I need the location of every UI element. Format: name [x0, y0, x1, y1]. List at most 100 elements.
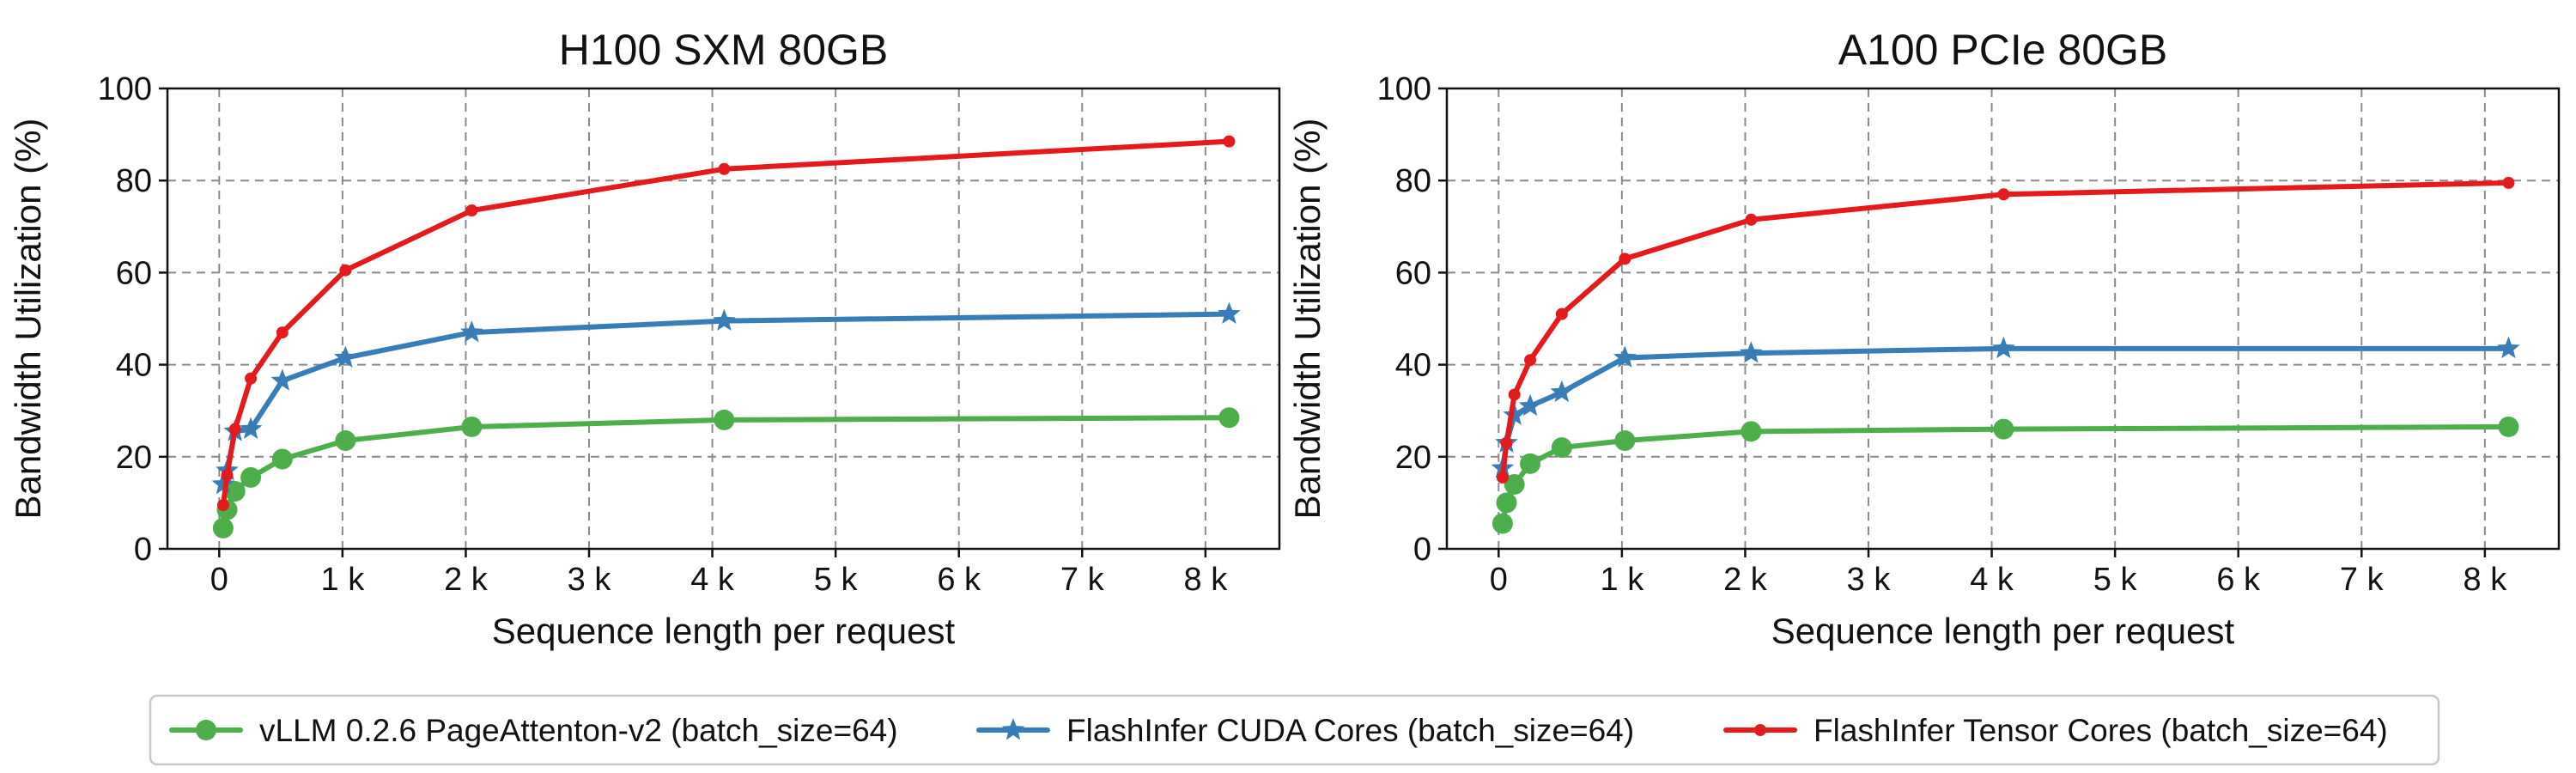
data-point-star: [1992, 336, 2015, 359]
data-point-circle: [1741, 421, 1762, 442]
data-point-dot: [1508, 388, 1521, 401]
data-point-circle: [271, 448, 293, 470]
y-tick-label: 60: [1395, 255, 1431, 291]
y-axis-label: Bandwidth Utilization (%): [8, 119, 48, 520]
data-point-circle: [1614, 430, 1636, 452]
x-tick-label: 1 k: [1601, 562, 1645, 598]
x-tick-label: 0: [1490, 562, 1508, 598]
data-point-circle: [1496, 492, 1517, 514]
y-tick-label: 60: [116, 255, 152, 291]
x-axis-label: Sequence length per request: [1771, 611, 2235, 651]
x-tick-label: 0: [210, 562, 228, 598]
data-point-dot: [2502, 176, 2515, 189]
series-line-circle: [220, 415, 1232, 531]
x-tick-label: 4 k: [1970, 562, 2014, 598]
data-point-star: [239, 417, 263, 439]
data-point-star: [2497, 336, 2520, 359]
data-point-dot: [1496, 471, 1509, 484]
y-tick-label: 100: [1377, 71, 1431, 107]
data-point-star: [1550, 380, 1574, 403]
data-point-circle: [212, 517, 234, 539]
data-point-dot: [216, 499, 229, 512]
data-point-dot: [221, 469, 234, 482]
legend-label: FlashInfer Tensor Cores (batch_size=64): [1814, 713, 2388, 748]
data-point-circle: [2498, 416, 2519, 437]
x-tick-label: 5 k: [814, 562, 859, 598]
legend-label: FlashInfer CUDA Cores (batch_size=64): [1066, 713, 1634, 748]
plot-frame: [1445, 87, 2561, 551]
plot-frame: [166, 87, 1281, 551]
data-point-dot: [718, 162, 731, 175]
x-tick-label: 3 k: [1847, 562, 1892, 598]
x-tick-label: 7 k: [1060, 562, 1105, 598]
data-point-circle: [1993, 418, 2014, 440]
data-point-dot: [1524, 354, 1537, 367]
y-tick-label: 40: [1395, 348, 1431, 384]
x-tick-label: 8 k: [2464, 562, 2508, 598]
data-point-circle: [224, 481, 246, 502]
x-tick-label: 5 k: [2093, 562, 2138, 598]
data-point-star: [270, 368, 295, 391]
x-tick-label: 4 k: [690, 562, 735, 598]
data-point-circle: [240, 466, 262, 488]
y-tick-label: 40: [116, 348, 152, 384]
data-point-circle: [1492, 513, 1513, 534]
data-point-circle: [714, 409, 735, 430]
x-tick-label: 6 k: [937, 562, 981, 598]
data-point-dot: [276, 326, 289, 339]
y-tick-label: 80: [116, 163, 152, 199]
data-point-dot: [1619, 253, 1631, 265]
data-point-dot: [1500, 436, 1513, 449]
chart-panel-a100: 0 1 k 2 k 3 k 4 k 5 k 6 k 7 k 8 k 0 20 40 60 80 100 A10…: [1287, 26, 2561, 651]
data-point-dot: [1997, 188, 2010, 201]
data-point-dot: [1223, 135, 1236, 148]
y-tick-label: 20: [1395, 440, 1431, 476]
x-tick-label: 3 k: [568, 562, 612, 598]
legend-label: vLLM 0.2.6 PageAttenton-v2 (batch_size=6…: [259, 713, 898, 748]
data-point-star: [1518, 393, 1542, 417]
data-point-star: [334, 345, 357, 368]
data-point-dot: [1555, 307, 1568, 320]
chart-panel-h100: 0 1 k 2 k 3 k 4 k 5 k 6 k 7 k 8 k 0 20 40 60 80 100 H10…: [8, 26, 1281, 651]
legend: vLLM 0.2.6 PageAttenton-v2 (batch_size=6…: [149, 694, 2440, 766]
y-tick-label: 0: [134, 532, 152, 568]
data-point-circle: [1520, 453, 1541, 474]
x-axis-label: Sequence length per request: [492, 611, 956, 651]
chart-title-h100: H100 SXM 80GB: [559, 26, 889, 74]
data-point-star: [1503, 403, 1526, 425]
x-tick-label: 1 k: [321, 562, 366, 598]
data-point-star: [1613, 345, 1637, 368]
y-tick-label: 20: [116, 440, 152, 476]
data-point-star: [713, 308, 736, 332]
data-point-circle: [1218, 407, 1240, 429]
data-point-circle: [1504, 473, 1525, 495]
y-tick-label: 0: [1413, 532, 1431, 568]
legend-marker-star: [1001, 718, 1025, 740]
y-axis-label: Bandwidth Utilization (%): [1287, 119, 1327, 520]
series-line-star: [220, 311, 1232, 487]
data-point-circle: [335, 430, 356, 452]
data-point-star: [1218, 301, 1241, 324]
series-line-star: [1499, 345, 2512, 472]
series-line-circle: [1499, 423, 2512, 526]
chart-title-a100: A100 PCIe 80GB: [1838, 26, 2168, 74]
data-point-dot: [245, 372, 258, 385]
data-point-star: [211, 472, 235, 495]
y-tick-label: 80: [1395, 163, 1431, 199]
data-point-circle: [461, 416, 483, 437]
legend-marker-circle: [196, 720, 216, 740]
data-point-star: [460, 320, 483, 343]
data-point-star: [1740, 341, 1763, 363]
x-tick-label: 2 k: [1723, 562, 1768, 598]
data-point-dot: [1745, 213, 1758, 226]
data-point-dot: [228, 423, 241, 435]
legend-box: [149, 694, 2440, 766]
x-tick-label: 8 k: [1184, 562, 1229, 598]
data-point-circle: [1551, 437, 1572, 459]
x-tick-label: 2 k: [444, 562, 489, 598]
data-point-dot: [465, 204, 478, 217]
legend-marker-dot: [1754, 724, 1766, 736]
x-tick-label: 7 k: [2340, 562, 2385, 598]
data-point-dot: [339, 264, 352, 277]
